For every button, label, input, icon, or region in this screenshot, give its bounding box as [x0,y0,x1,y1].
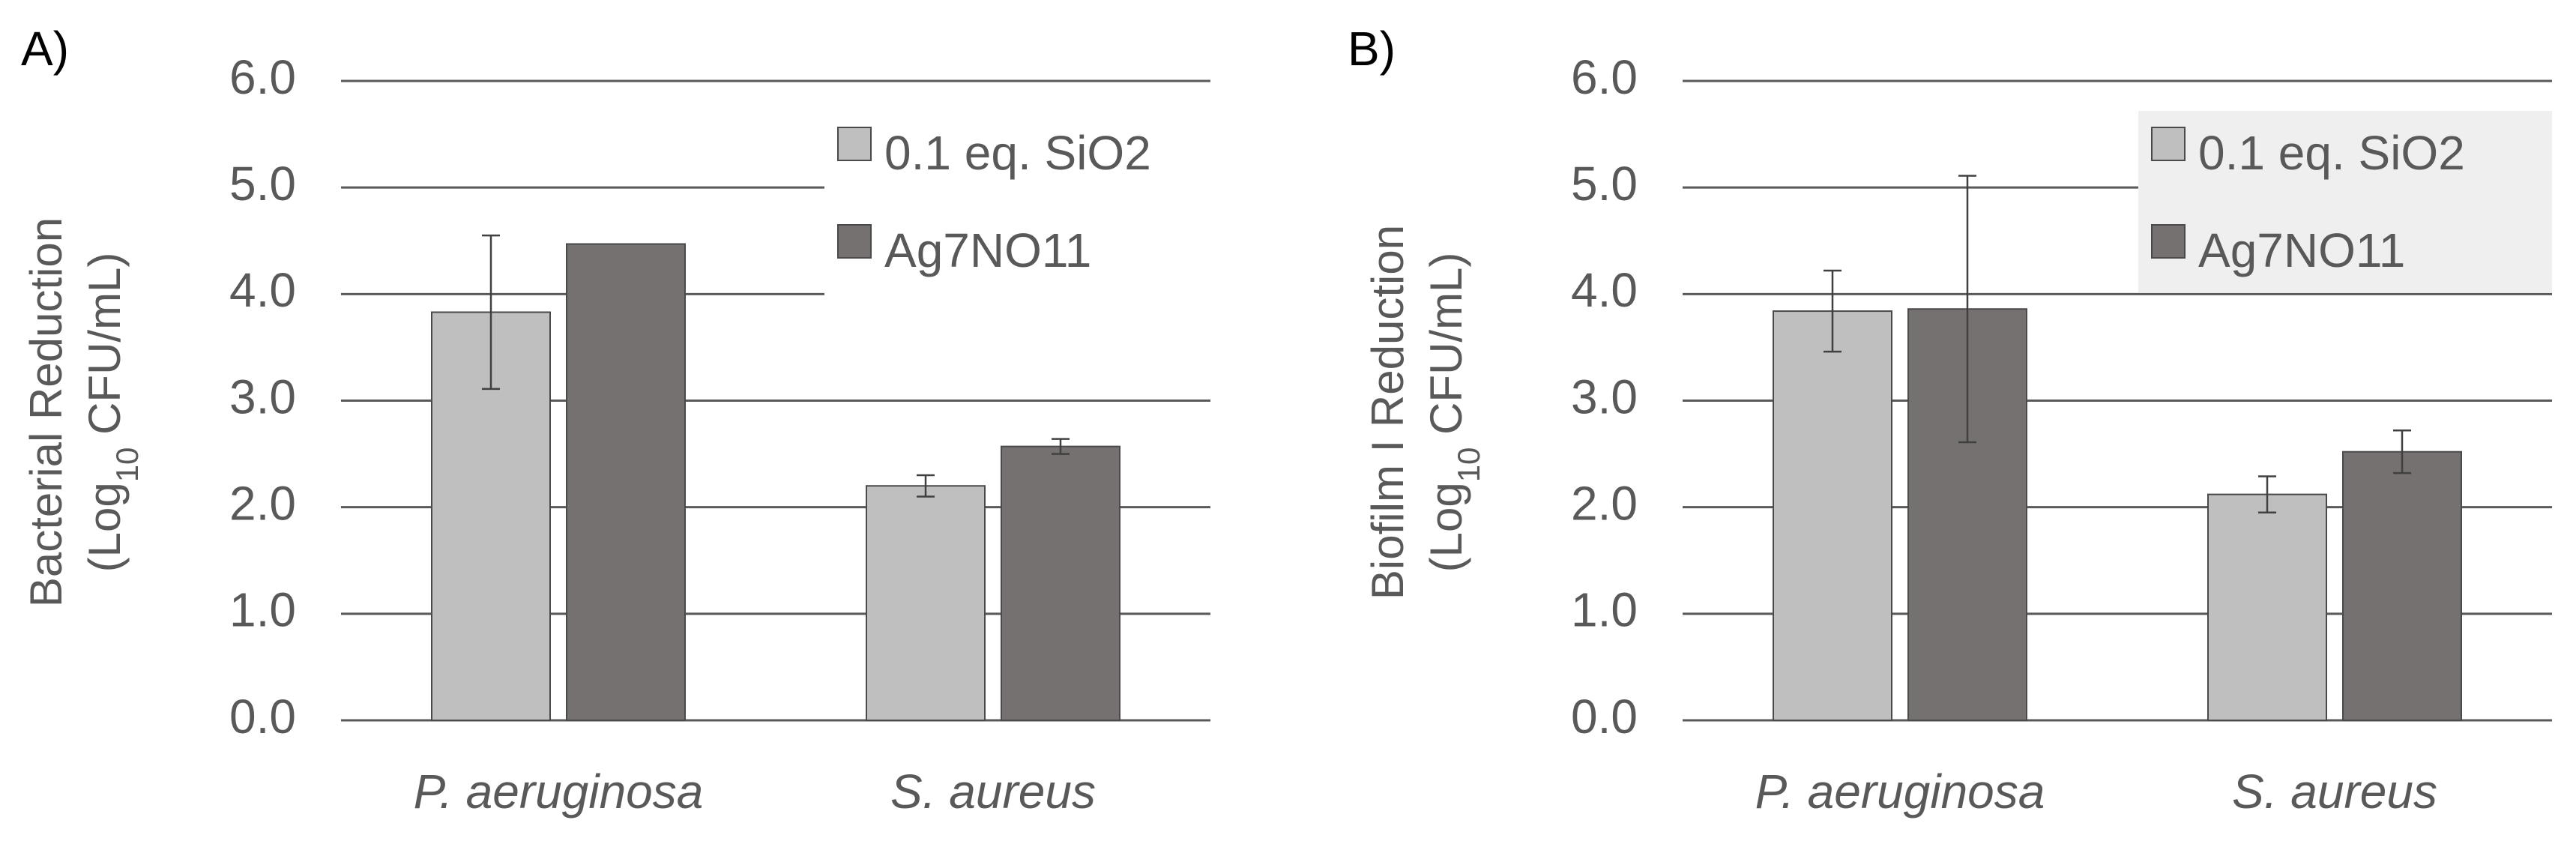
bar-ag7no11-s-aureus [2342,450,2462,721]
y-tick-label: 0.0 [229,690,296,744]
legend: 0.1 eq. SiO2 Ag7NO11 [824,120,1214,307]
y-tick-label: 4.0 [1571,263,1638,317]
bar-sio2-s-aureus [2207,493,2327,722]
y-axis-title-line1: Bacterial Reduction [21,217,71,607]
y-tick-label: 1.0 [229,583,296,637]
y-tick-label: 5.0 [1571,157,1638,211]
legend-swatch [837,224,872,259]
y-tick-label: 5.0 [229,157,296,211]
legend-background [824,120,1214,307]
y-tick-label: 4.0 [229,263,296,317]
y-tick-label: 6.0 [229,50,296,104]
x-category-label: S. aureus [890,765,1096,819]
panel-label: A) [21,22,69,76]
y-axis-title-suffix: CFU/mL) [1421,253,1471,447]
y-axis-title-subscript: 10 [1451,447,1486,483]
bar-sio2-s-aureus [866,485,986,721]
y-tick-label: 1.0 [1571,583,1638,637]
legend: 0.1 eq. SiO2 Ag7NO11 [2138,111,2552,292]
bar-ag7no11-s-aureus [1001,445,1120,721]
y-axis-title-line2: (Log10 CFU/mL) [79,253,145,573]
panel-a: A) 0.0 1.0 2.0 3.0 4.0 5.0 6.0 Bacterial Reducti… [21,22,1214,819]
y-axis-title-subscript: 10 [109,447,145,483]
y-axis-title: Biofilm I Reduction (Log10 CFU/mL) [1363,225,1486,600]
bar-ag7no11-p-aeruginosa [566,243,686,721]
panel-label: B) [1348,22,1396,76]
x-category-label: S. aureus [2232,765,2437,819]
legend-background [2138,111,2552,292]
y-tick-label: 3.0 [1571,370,1638,424]
y-tick-label: 2.0 [229,477,296,531]
y-axis-title: Bacterial Reduction (Log10 CFU/mL) [21,217,145,607]
y-tick-label: 6.0 [1571,50,1638,104]
x-category-label: P. aeruginosa [1755,765,2045,819]
legend-swatch [837,127,872,161]
y-tick-label: 2.0 [1571,477,1638,531]
legend-label: Ag7NO11 [884,223,1091,277]
panel-b: B) 0.0 1.0 2.0 3.0 4.0 5.0 6.0 Biofilm I Reducti… [1348,22,2552,819]
y-axis-title-line2: (Log10 CFU/mL) [1421,253,1486,573]
legend-label: 0.1 eq. SiO2 [2198,126,2465,180]
legend-swatch [2151,127,2186,161]
legend-label: 0.1 eq. SiO2 [884,126,1151,180]
bar-sio2-p-aeruginosa [1773,310,1892,721]
y-tick-label: 0.0 [1571,690,1638,744]
y-axis-title-line1: Biofilm I Reduction [1363,225,1413,600]
legend-swatch [2151,224,2186,259]
y-axis-title-prefix: (Log [79,482,130,572]
y-axis-title-suffix: CFU/mL) [79,253,130,447]
y-tick-label: 3.0 [229,370,296,424]
y-axis-title-prefix: (Log [1421,482,1471,572]
legend-label: Ag7NO11 [2198,223,2405,277]
x-category-label: P. aeruginosa [414,765,704,819]
